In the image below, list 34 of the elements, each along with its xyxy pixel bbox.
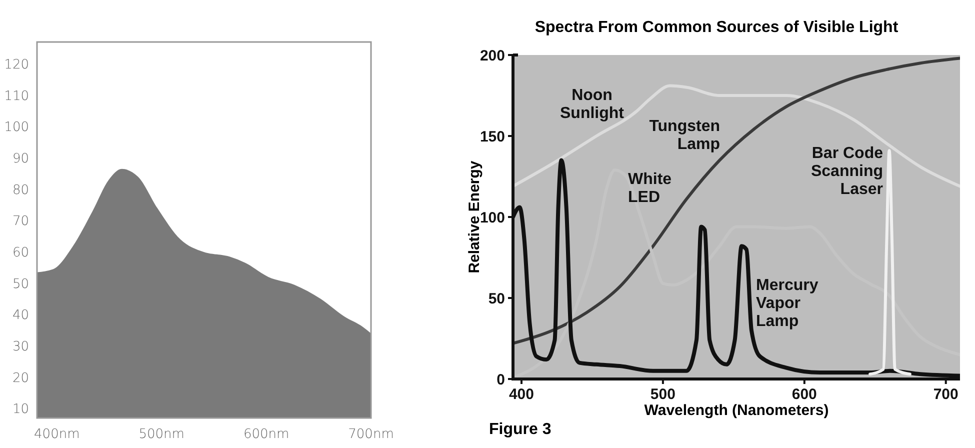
- x-tick-label: 500nm: [138, 427, 184, 442]
- y-tick-label: 110: [4, 88, 29, 104]
- line-series: [513, 56, 960, 345]
- caption: Figure 3: [489, 421, 552, 438]
- series-label: Bar Code Scanning Laser: [810, 145, 884, 198]
- x-tick-label: 600: [792, 386, 817, 403]
- series-label: White LED: [628, 171, 672, 206]
- x-axis-title: Wavelength (Nanometers): [644, 402, 829, 419]
- x-tick-label: 700: [933, 386, 958, 403]
- y-tick-label: 90: [12, 151, 29, 166]
- y-tick-label: 70: [12, 214, 29, 230]
- y-tick-label: 80: [12, 182, 29, 198]
- y-tick-label: 50: [488, 290, 505, 308]
- series-label: Tungsten Lamp: [649, 118, 720, 153]
- y-tick-label: 10: [12, 402, 29, 418]
- y-tick-label: 0: [496, 371, 505, 388]
- y-tick-label: 120: [4, 57, 29, 72]
- x-tick-label: 400nm: [34, 427, 80, 442]
- y-tick-label: 50: [12, 276, 29, 292]
- y-tick-label: 20: [12, 370, 29, 386]
- x-tick-label: 600nm: [243, 427, 290, 442]
- x-tick-label: 500: [650, 386, 676, 403]
- y-tick-label: 40: [12, 308, 29, 324]
- series-label: Mercury Vapor Lamp: [756, 277, 818, 330]
- y-tick-label: 200: [480, 47, 505, 64]
- y-tick-label: 60: [12, 245, 29, 260]
- y-tick-label: 100: [4, 120, 29, 136]
- x-tick-label: 400: [508, 386, 534, 403]
- chart-title: Spectra From Common Sources of Visible Light: [534, 19, 899, 36]
- y-tick-label: 150: [480, 128, 505, 146]
- y-tick-label: 100: [480, 209, 505, 226]
- series-label: Noon Sunlight: [560, 87, 625, 122]
- y-tick-label: 30: [12, 339, 29, 354]
- x-tick-label: 700nm: [348, 427, 394, 442]
